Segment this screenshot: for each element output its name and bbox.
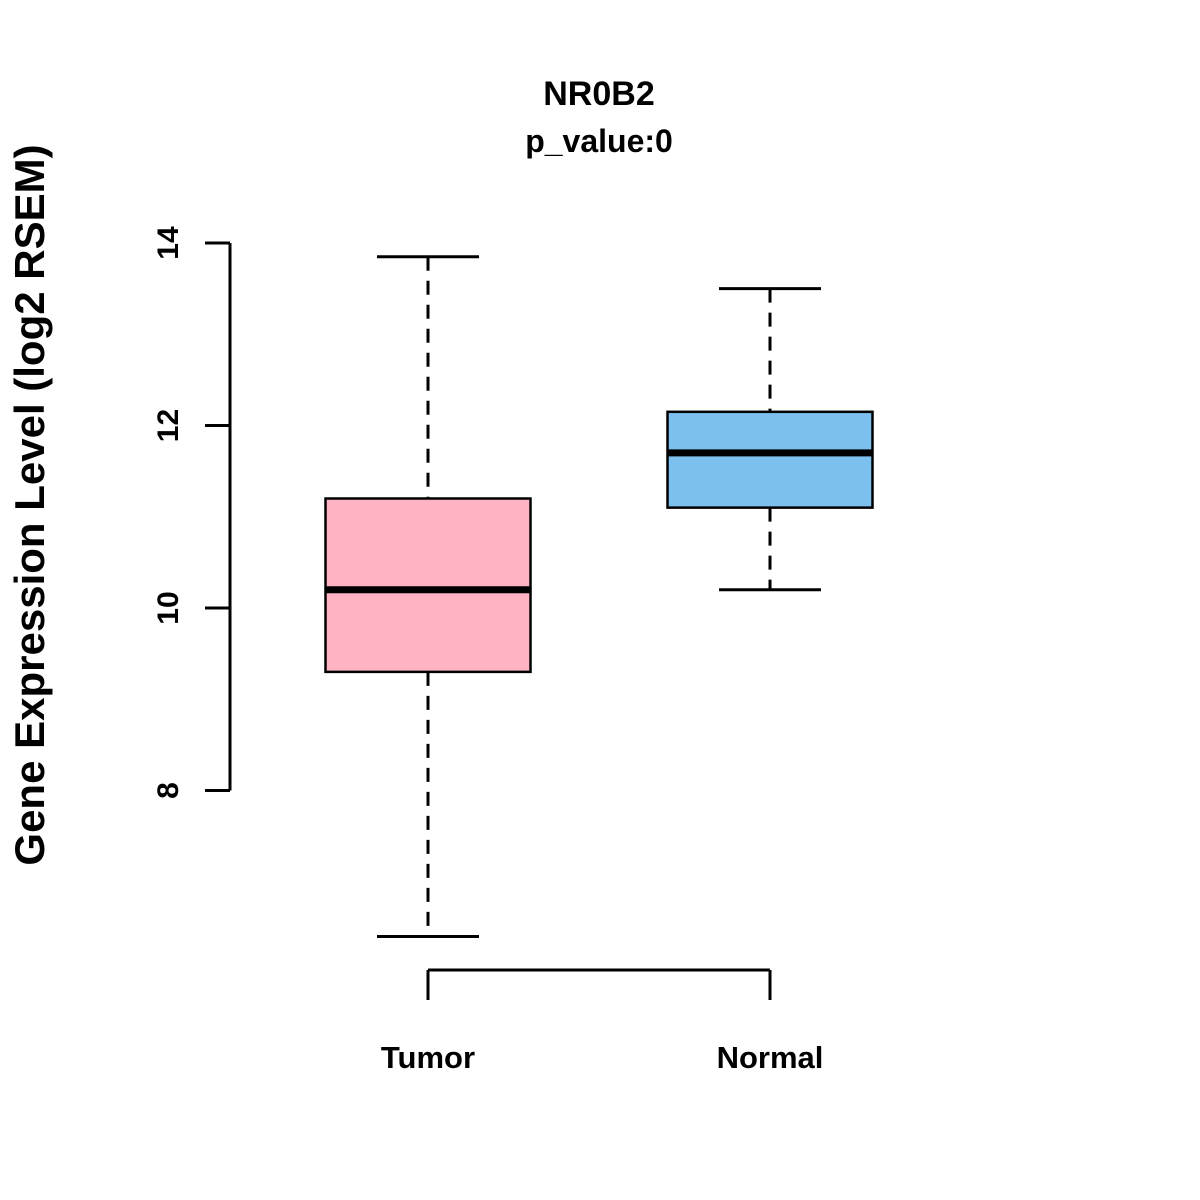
category-label-tumor: Tumor <box>381 1040 475 1075</box>
y-axis-label: Gene Expression Level (log2 RSEM) <box>6 144 53 865</box>
chart-subtitle: p_value:0 <box>525 123 673 159</box>
chart-title: NR0B2 <box>543 75 654 113</box>
y-tick-label-14: 14 <box>152 226 185 260</box>
normal-box <box>666 410 874 509</box>
y-tick-label-10: 10 <box>152 591 185 624</box>
tumor-box <box>324 497 532 674</box>
y-tick-label-8: 8 <box>152 782 185 799</box>
plot-layer: 8 10 12 14 Tumor Normal <box>152 226 874 1075</box>
y-tick-label-12: 12 <box>152 409 185 442</box>
category-label-normal: Normal <box>717 1040 824 1075</box>
